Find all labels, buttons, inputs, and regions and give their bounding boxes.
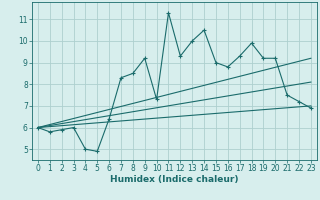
X-axis label: Humidex (Indice chaleur): Humidex (Indice chaleur)	[110, 175, 239, 184]
